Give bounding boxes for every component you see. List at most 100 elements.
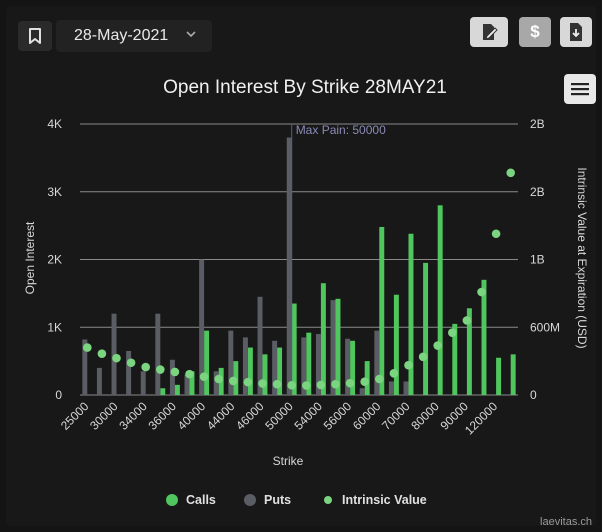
y-axis-title: Open Interest: [23, 221, 37, 294]
x-tick-label: 54000: [292, 399, 326, 433]
x-axis-title: Strike: [273, 454, 304, 468]
calls-bar: [379, 226, 385, 395]
puts-bar: [272, 340, 278, 395]
intrinsic-value-point: [156, 365, 165, 374]
bookmark-button[interactable]: [18, 21, 52, 51]
x-tick-label: 60000: [350, 399, 384, 433]
calls-bar: [335, 298, 341, 395]
bookmark-icon: [29, 28, 41, 44]
calls-bar: [364, 361, 370, 395]
y2-tick-label: 0: [530, 388, 537, 402]
calls-bar: [393, 294, 399, 395]
x-tick-label: 50000: [262, 399, 296, 433]
bar-series: [82, 124, 516, 396]
calls-bar: [160, 388, 166, 395]
intrinsic-value-point: [360, 377, 370, 387]
date-select-value: 28-May-2021: [74, 27, 169, 44]
x-tick-label: 36000: [146, 399, 180, 433]
grid-lines: [80, 123, 518, 396]
y2-tick-label: 2B: [530, 117, 545, 131]
intrinsic-value-point: [83, 343, 92, 352]
y-tick-label: 2K: [47, 253, 62, 267]
intrinsic-value-point: [302, 381, 311, 390]
dollar-icon: $: [530, 22, 540, 41]
calls-bar: [204, 330, 210, 395]
calls-bar: [262, 354, 268, 395]
calls-bar: [510, 354, 516, 395]
puts-bar: [286, 137, 292, 396]
intrinsic-value-point: [433, 341, 443, 350]
y2-tick-label: 2B: [530, 185, 545, 199]
intrinsic-value-point: [287, 380, 297, 390]
intrinsic-value-point: [214, 374, 223, 384]
calls-bar: [423, 262, 429, 395]
calls-bar: [466, 308, 472, 395]
calls-bar: [496, 357, 502, 395]
x-tick-label: 44000: [204, 399, 238, 433]
y-tick-label: 1K: [47, 320, 62, 334]
x-tick-label: 40000: [175, 399, 209, 433]
currency-toggle-button[interactable]: $: [519, 17, 551, 47]
intrinsic-value-point: [141, 362, 150, 372]
puts-bar: [184, 374, 190, 395]
puts-bar: [359, 388, 365, 395]
document-edit-icon: [483, 24, 498, 40]
date-select[interactable]: 28-May-2021: [56, 20, 212, 52]
calls-bar: [174, 384, 180, 395]
puts-bar: [155, 313, 161, 395]
chart-legend: Calls Puts Intrinsic Value: [166, 493, 427, 507]
intrinsic-value-point: [272, 379, 282, 389]
y-tick-label: 4K: [47, 117, 62, 131]
intrinsic-value-point: [126, 358, 136, 368]
calls-bar: [247, 347, 253, 395]
puts-bar: [199, 259, 205, 395]
x-tick-label: 46000: [233, 399, 267, 433]
x-tick-label: 25000: [58, 399, 92, 433]
intrinsic-value-point: [389, 369, 399, 378]
intrinsic-value-point: [258, 379, 267, 388]
intrinsic-value-point: [506, 168, 515, 178]
edit-document-button[interactable]: [470, 17, 508, 47]
puts-bar: [213, 371, 219, 395]
calls-bar: [277, 347, 283, 395]
x-tick-label: 30000: [87, 399, 121, 433]
puts-bar: [301, 337, 307, 395]
calls-bar: [481, 279, 487, 395]
puts-bar: [228, 330, 234, 395]
watermark: laevitas.ch: [540, 516, 592, 528]
intrinsic-value-point: [243, 377, 253, 387]
y2-tick-label: 600M: [530, 320, 560, 334]
intrinsic-value-point: [170, 367, 180, 377]
calls-bar: [350, 340, 356, 395]
puts-bar: [257, 296, 263, 395]
calls-bar: [320, 283, 326, 395]
puts-bar: [242, 337, 248, 395]
puts-bar: [330, 300, 336, 395]
intrinsic-value-point: [477, 287, 486, 297]
calls-bar: [306, 332, 312, 395]
legend-label: Intrinsic Value: [342, 493, 427, 507]
chart-menu-button[interactable]: [564, 74, 596, 104]
legend-marker: [244, 494, 256, 506]
y2-axis-title: Intrinsic Value at Expiration (USD): [575, 167, 589, 348]
chart-title: Open Interest By Strike 28MAY21: [163, 77, 447, 98]
intrinsic-value-point: [185, 369, 194, 379]
download-button[interactable]: [560, 17, 592, 47]
x-tick-label: 80000: [408, 399, 442, 433]
intrinsic-value-point: [199, 372, 209, 382]
intrinsic-value-point: [331, 379, 340, 389]
legend-marker: [324, 496, 332, 504]
puts-bar: [111, 313, 117, 395]
intrinsic-value-point: [112, 353, 121, 363]
y-tick-label: 3K: [47, 185, 62, 199]
max-pain-label: Max Pain: 50000: [296, 123, 386, 137]
intrinsic-value-point: [97, 349, 107, 358]
puts-bar: [82, 339, 88, 395]
puts-bar: [388, 381, 394, 395]
calls-bar: [452, 323, 458, 395]
puts-bar: [374, 330, 380, 395]
download-icon: [570, 23, 582, 41]
y2-tick-label: 1B: [530, 253, 545, 267]
puts-bar: [140, 371, 146, 395]
intrinsic-value-point: [404, 360, 413, 370]
